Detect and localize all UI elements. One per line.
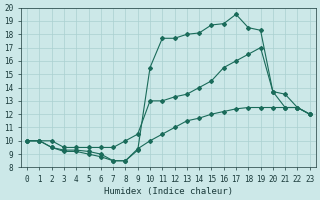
- X-axis label: Humidex (Indice chaleur): Humidex (Indice chaleur): [104, 187, 233, 196]
